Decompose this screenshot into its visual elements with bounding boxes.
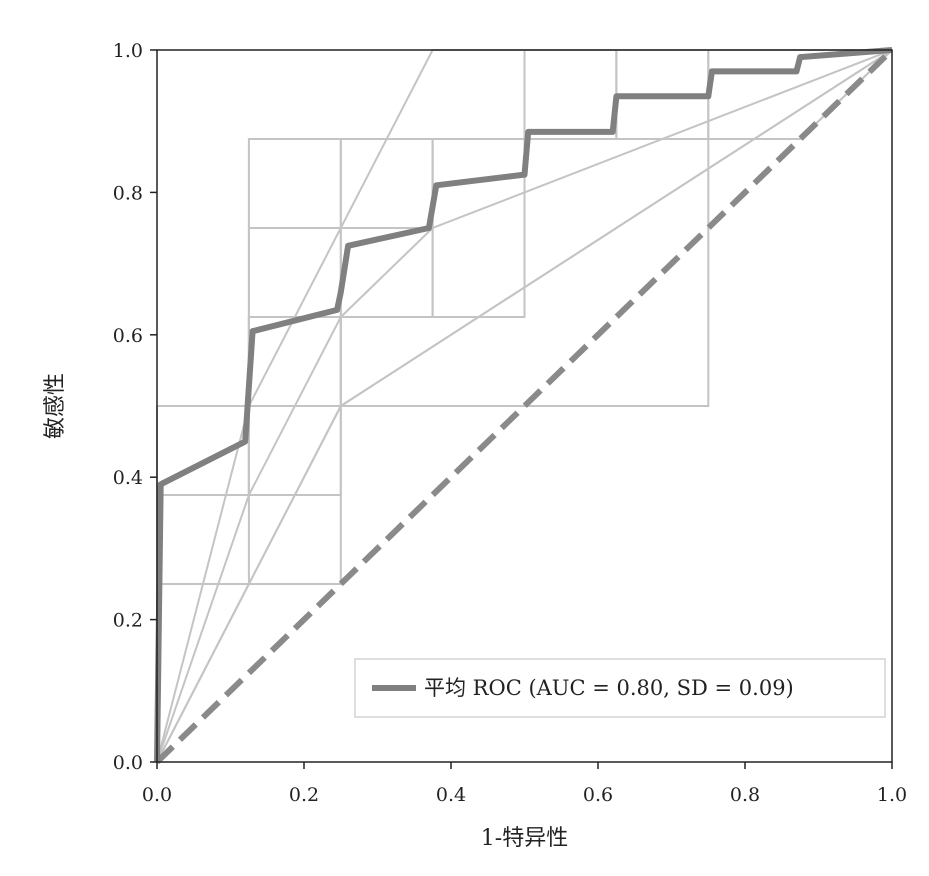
y-tick-label: 0.0: [113, 752, 143, 774]
y-tick-label: 0.8: [113, 182, 143, 204]
x-tick-label: 1.0: [877, 784, 907, 806]
legend-label-mean-roc: 平均 ROC (AUC = 0.80, SD = 0.09): [424, 676, 794, 700]
x-tick-label: 0.2: [289, 784, 319, 806]
x-axis-ticks: 0.0 0.2 0.4 0.6 0.8 1.0: [142, 762, 907, 806]
x-tick-label: 0.6: [583, 784, 613, 806]
legend: 平均 ROC (AUC = 0.80, SD = 0.09): [355, 659, 885, 717]
x-axis-title: 1-特异性: [481, 826, 568, 851]
x-tick-label: 0.4: [436, 784, 466, 806]
y-tick-label: 0.4: [113, 467, 143, 489]
y-tick-label: 0.6: [113, 325, 143, 347]
y-axis-ticks: 0.0 0.2 0.4 0.6 0.8 1.0: [113, 40, 157, 774]
y-tick-label: 0.2: [113, 610, 143, 632]
x-tick-label: 0.8: [730, 784, 760, 806]
y-axis-title: 敏感性: [43, 373, 68, 439]
x-tick-label: 0.0: [142, 784, 172, 806]
y-tick-label: 1.0: [113, 40, 143, 62]
